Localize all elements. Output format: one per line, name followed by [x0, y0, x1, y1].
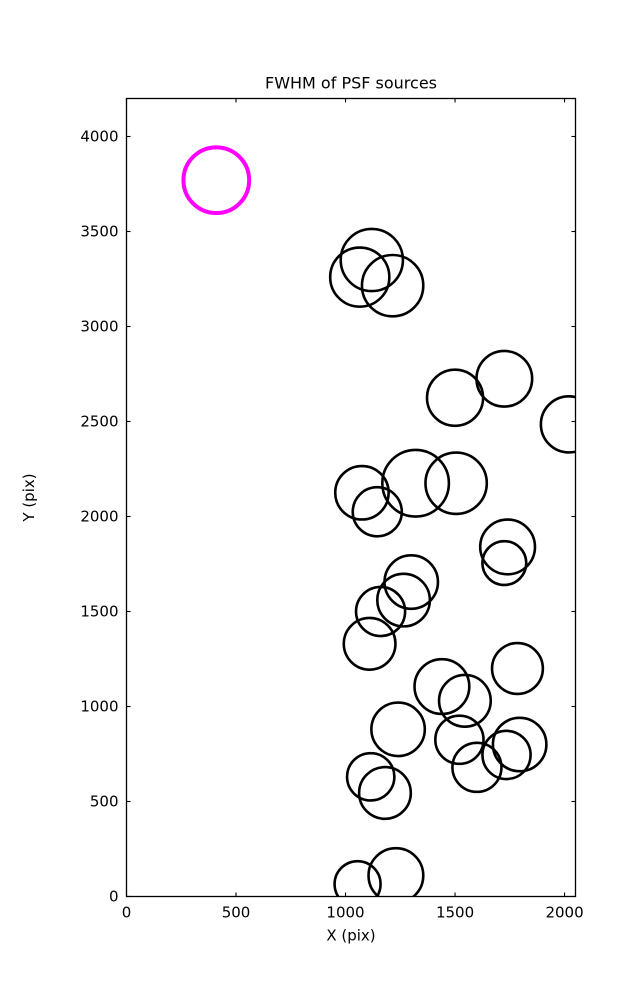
x-tick-label: 1500	[436, 904, 474, 922]
psf-source-circle	[342, 616, 397, 671]
psf-source-circle	[333, 464, 390, 521]
psf-source-circle	[367, 846, 425, 897]
psf-source-circle	[478, 518, 537, 576]
psf-source-circle	[475, 349, 534, 408]
psf-source-circle	[381, 448, 451, 518]
psf-source-circle	[481, 729, 532, 781]
psf-source-circle	[370, 701, 427, 758]
x-tick-label: 2000	[545, 904, 583, 922]
axis-ticks	[125, 98, 576, 898]
psf-source-circle	[339, 227, 405, 293]
plot-background	[126, 98, 576, 897]
psf-source-circle	[451, 741, 503, 794]
y-tick-label: 3500	[80, 223, 118, 241]
y-tick-label: 4000	[80, 128, 118, 146]
axis-tick-labels: 0 500 1000 1500 2000 0 500 1000 1500 2000 2500 3000…	[80, 128, 583, 922]
y-tick-label: 2000	[80, 508, 118, 526]
y-axis-label: Y (pix)	[20, 473, 38, 522]
y-tick-label: 2500	[80, 413, 118, 431]
psf-source-circle	[424, 451, 489, 516]
data-circles-layer	[181, 145, 576, 897]
psf-source-circle	[333, 859, 382, 897]
psf-source-circle	[357, 765, 413, 821]
psf-source-circle	[375, 572, 432, 628]
y-tick-label: 3000	[80, 318, 118, 336]
x-tick-label: 0	[122, 904, 132, 922]
psf-source-circle	[539, 395, 576, 454]
psf-source-circle	[181, 145, 252, 216]
psf-source-circle	[360, 253, 425, 318]
psf-source-circle	[328, 246, 391, 308]
y-tick-label: 0	[109, 888, 119, 906]
psf-source-circle	[481, 539, 528, 587]
psf-source-circle	[351, 485, 404, 538]
psf-source-circle	[354, 585, 407, 638]
psf-source-circle	[490, 641, 545, 696]
y-tick-label: 1000	[80, 698, 118, 716]
axes-frame	[125, 97, 577, 898]
y-tick-label: 500	[90, 793, 119, 811]
x-axis-label: X (pix)	[326, 927, 375, 945]
psf-source-circle	[434, 714, 485, 766]
x-tick-label: 1000	[326, 904, 364, 922]
psf-source-circle	[345, 751, 396, 802]
y-tick-label: 1500	[80, 603, 118, 621]
x-tick-label: 500	[222, 904, 251, 922]
psf-source-circle	[437, 673, 493, 728]
page-title: FWHM of PSF sources	[265, 74, 437, 93]
psf-source-circle	[491, 716, 548, 773]
